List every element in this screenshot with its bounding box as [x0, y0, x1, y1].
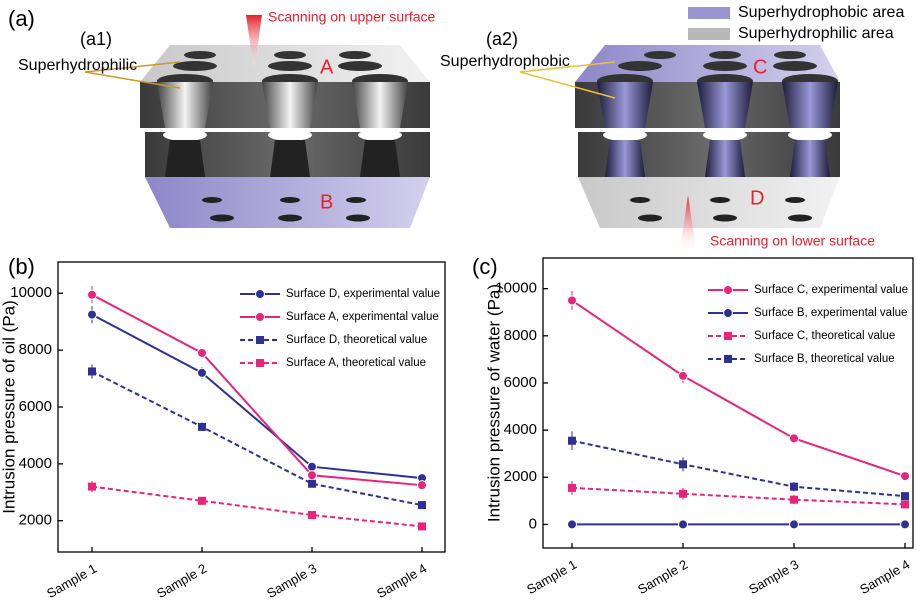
legend-label: Superhydrophobic area — [738, 4, 904, 21]
marker — [256, 336, 264, 344]
series-line — [572, 441, 905, 496]
x-tick-label: Sample 3 — [746, 557, 801, 597]
legend-label: Surface B, experimental value — [754, 307, 907, 319]
marker — [308, 462, 317, 471]
x-tick-label: Sample 2 — [154, 561, 209, 601]
marker — [790, 434, 799, 443]
marker — [198, 497, 206, 505]
marker — [568, 520, 577, 529]
marker — [724, 332, 732, 340]
series-line — [572, 300, 905, 476]
panel-label: (a) — [8, 6, 35, 31]
figure: (a) (a1) Scanning on upper surface Super… — [0, 0, 917, 602]
marker — [198, 368, 207, 377]
series-line — [92, 487, 422, 527]
y-tick-label: 4000 — [19, 455, 52, 472]
annotation: Scanning on lower surface — [710, 233, 875, 249]
legend-label: Surface D, theoretical value — [286, 334, 427, 346]
marker — [724, 309, 733, 318]
surface-label: A — [320, 56, 334, 78]
marker — [418, 481, 427, 490]
marker — [88, 290, 97, 299]
x-tick-label: Sample 4 — [374, 561, 429, 601]
marker — [568, 437, 576, 445]
marker — [790, 483, 798, 491]
marker — [418, 501, 426, 509]
marker — [308, 480, 316, 488]
legend-label: Surface D, experimental value — [286, 288, 440, 300]
marker — [198, 348, 207, 357]
marker — [88, 310, 97, 319]
panel-label: (a2) — [486, 29, 518, 49]
marker — [679, 490, 687, 498]
y-tick-label: 4000 — [504, 421, 537, 438]
marker — [901, 492, 909, 500]
schematic-a2 — [520, 7, 840, 250]
marker — [256, 313, 265, 322]
legend-label: Surface C, experimental value — [754, 284, 908, 296]
marker — [198, 423, 206, 431]
y-tick-label: 0 — [529, 515, 537, 532]
legend-label: Surface C, theoretical value — [754, 330, 895, 342]
marker — [901, 472, 910, 481]
marker — [679, 520, 688, 529]
marker — [568, 484, 576, 492]
marker — [418, 522, 426, 530]
annotation: Superhydrophilic — [18, 57, 137, 74]
marker — [901, 520, 910, 529]
y-tick-label: 8000 — [504, 327, 537, 344]
y-tick-label: 6000 — [504, 374, 537, 391]
marker — [679, 460, 687, 468]
panel-label: (a1) — [80, 29, 112, 49]
marker — [790, 496, 798, 504]
series-line — [572, 488, 905, 505]
surface-label: C — [753, 56, 767, 78]
x-tick-label: Sample 1 — [524, 557, 579, 597]
y-tick-label: 8000 — [19, 341, 52, 358]
y-tick-label: 6000 — [19, 398, 52, 415]
marker — [256, 290, 265, 299]
schematic-a1 — [85, 15, 430, 228]
marker — [679, 371, 688, 380]
y-tick-label: 2000 — [19, 512, 52, 529]
marker — [88, 367, 96, 375]
x-tick-label: Sample 2 — [635, 557, 690, 597]
series-line — [92, 295, 422, 485]
annotation: Scanning on upper surface — [268, 9, 436, 25]
legend-label: Surface A, experimental value — [286, 311, 439, 323]
marker — [568, 296, 577, 305]
marker — [308, 511, 316, 519]
surface-label: B — [320, 191, 333, 213]
annotation: Superhydrophobic — [440, 53, 570, 70]
marker — [88, 483, 96, 491]
marker — [724, 355, 732, 363]
y-tick-label: 2000 — [504, 468, 537, 485]
marker — [724, 286, 733, 295]
marker — [256, 359, 264, 367]
legend-label: Superhydrophilic area — [738, 25, 894, 42]
marker — [308, 471, 317, 480]
marker — [790, 520, 799, 529]
plot-frame — [543, 258, 913, 548]
y-axis-label: Intrusion pressure of oil (Pa) — [0, 300, 18, 514]
y-axis-label: Intrusion pressure of water (Pa) — [484, 284, 503, 522]
panel-label: (c) — [472, 254, 498, 279]
marker — [901, 500, 909, 508]
surface-label: D — [750, 187, 764, 209]
x-tick-label: Sample 1 — [44, 561, 99, 601]
x-tick-label: Sample 3 — [264, 561, 319, 601]
series-line — [92, 371, 422, 505]
x-tick-label: Sample 4 — [857, 557, 912, 597]
legend-label: Surface B, theoretical value — [754, 353, 895, 365]
y-tick-label: 10000 — [10, 284, 52, 301]
legend-label: Surface A, theoretical value — [286, 357, 426, 369]
panel-label: (b) — [8, 254, 35, 279]
